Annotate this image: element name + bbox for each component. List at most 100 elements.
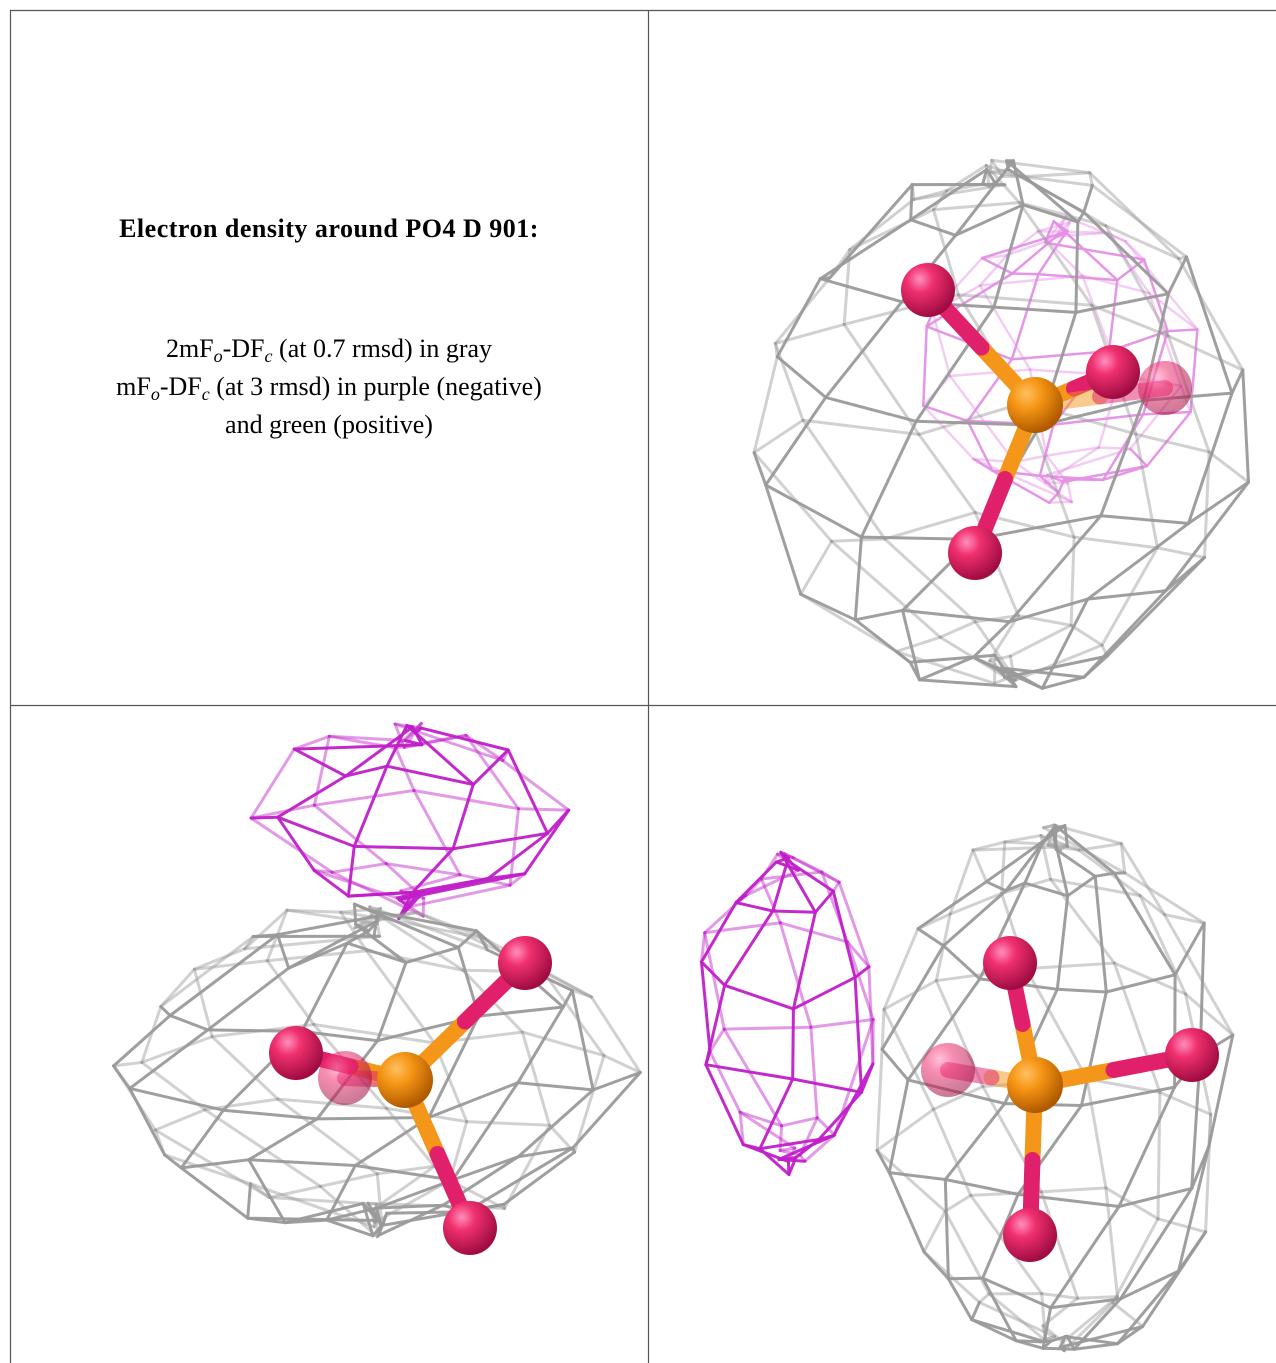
mesh-edge	[889, 1173, 945, 1180]
mesh-edge	[877, 1150, 945, 1211]
mesh-edge	[882, 1049, 908, 1080]
mesh-edge	[205, 1099, 278, 1110]
mesh-edge	[1179, 259, 1243, 370]
mesh-edge	[777, 357, 825, 398]
mesh-edge	[777, 279, 820, 357]
mesh-edge	[314, 736, 329, 805]
page: {"figure": {"title": "Electron density a…	[0, 0, 1276, 1363]
mesh-edge	[725, 911, 773, 985]
mesh-edge	[775, 324, 844, 343]
mesh-edge	[479, 1007, 564, 1016]
mesh-edge	[142, 1037, 212, 1063]
mesh-edge	[775, 343, 803, 420]
mesh-edge	[1119, 1087, 1175, 1206]
mesh-edge	[877, 1049, 882, 1150]
mesh-edge	[801, 541, 832, 594]
caption-legend: 2mFo-DFc (at 0.7 rmsd) in gray mFo-DFc (…	[10, 330, 648, 444]
mesh-edge	[855, 537, 861, 620]
mesh-edge	[348, 846, 354, 896]
mesh-edge	[1168, 257, 1186, 294]
legend-text: 2mF	[166, 334, 214, 363]
mesh-edge	[248, 1184, 251, 1218]
mesh-edge	[775, 278, 830, 344]
legend-text: and green (positive)	[225, 410, 433, 439]
mesh-edge	[740, 1112, 795, 1148]
mesh-edge	[724, 1027, 811, 1029]
mesh-edge	[354, 766, 387, 846]
mesh-edge	[754, 453, 832, 542]
mesh-edge	[950, 370, 1030, 376]
mesh-edge	[508, 750, 547, 833]
mesh-edge	[1041, 1188, 1106, 1192]
mesh-edge	[1243, 370, 1249, 482]
mesh-edge	[1082, 992, 1107, 1106]
mesh-edge	[973, 850, 987, 882]
mesh-edge	[314, 791, 414, 806]
mesh-edge	[572, 991, 593, 1090]
mesh-edge	[724, 1029, 781, 1126]
mesh-edge	[1143, 1232, 1206, 1326]
mesh-edge	[1064, 479, 1065, 482]
mesh-edge	[820, 279, 902, 302]
mesh-edge	[882, 946, 943, 1050]
mesh-edge	[1026, 963, 1114, 969]
mesh-edge	[972, 1302, 980, 1319]
mesh-edge	[130, 1088, 224, 1110]
legend-text: -DF	[160, 372, 202, 401]
mesh-edge	[811, 1020, 873, 1028]
oxygen-atom	[948, 526, 1002, 580]
mesh-edge	[761, 854, 777, 879]
mesh-edge	[884, 981, 936, 1010]
mesh-edge	[1168, 330, 1198, 332]
mesh-edge	[249, 1160, 355, 1166]
mesh-edge	[958, 295, 1091, 305]
mesh-edge	[861, 421, 916, 537]
mesh-edge	[130, 1030, 208, 1089]
mesh-edge	[1136, 434, 1157, 548]
density-mesh	[702, 852, 874, 1174]
mesh-edge	[467, 1122, 550, 1126]
mesh-edge	[1232, 370, 1243, 393]
mesh-edge	[1074, 537, 1157, 548]
oxygen-atom	[498, 936, 552, 990]
mesh-edge	[773, 911, 816, 912]
mesh-edge	[1175, 923, 1204, 975]
mesh-edge	[889, 1080, 908, 1173]
mesh-edge	[844, 324, 919, 434]
mesh-edge	[945, 1195, 971, 1211]
mesh-edge	[760, 1079, 793, 1149]
mesh-edge	[826, 302, 902, 398]
mesh-edge	[945, 1180, 948, 1279]
legend-text: (at 0.7 rmsd) in gray	[273, 334, 493, 363]
mesh-edge	[1095, 876, 1106, 992]
mesh-edge	[251, 805, 314, 818]
legend-line: 2mFo-DFc (at 0.7 rmsd) in gray	[10, 330, 648, 368]
mesh-edge	[522, 1032, 549, 1125]
mesh-edge	[994, 307, 1076, 312]
phosphorus-atom	[377, 1052, 433, 1108]
mesh-edge	[877, 1109, 934, 1150]
mesh-edge	[1018, 616, 1071, 626]
mesh-edge	[142, 1007, 161, 1063]
mesh-edge	[924, 1211, 945, 1251]
mesh-edge	[945, 1104, 1004, 1180]
phosphorus-atom	[1007, 1057, 1063, 1113]
mesh-edge	[269, 1198, 376, 1205]
mesh-edge	[1084, 185, 1093, 212]
mesh-edge	[1078, 1297, 1118, 1299]
mesh-edge	[161, 1007, 170, 1016]
mesh-edge	[543, 972, 604, 1056]
mesh-edge	[940, 622, 975, 637]
mesh-edge	[1118, 1271, 1179, 1344]
mesh-edge	[918, 929, 944, 946]
legend-line: mFo-DFc (at 3 rmsd) in purple (negative)	[10, 368, 648, 406]
mesh-edge	[882, 1009, 884, 1049]
mesh-edge	[1113, 1303, 1143, 1327]
legend-text: -DF	[223, 334, 265, 363]
mesh-edge	[911, 220, 956, 236]
mesh-edge	[945, 1211, 989, 1294]
mesh-edge	[944, 946, 980, 979]
mesh-edge	[1043, 1298, 1078, 1326]
mesh-edge	[1087, 1079, 1106, 1188]
legend-text: mF	[116, 372, 151, 401]
